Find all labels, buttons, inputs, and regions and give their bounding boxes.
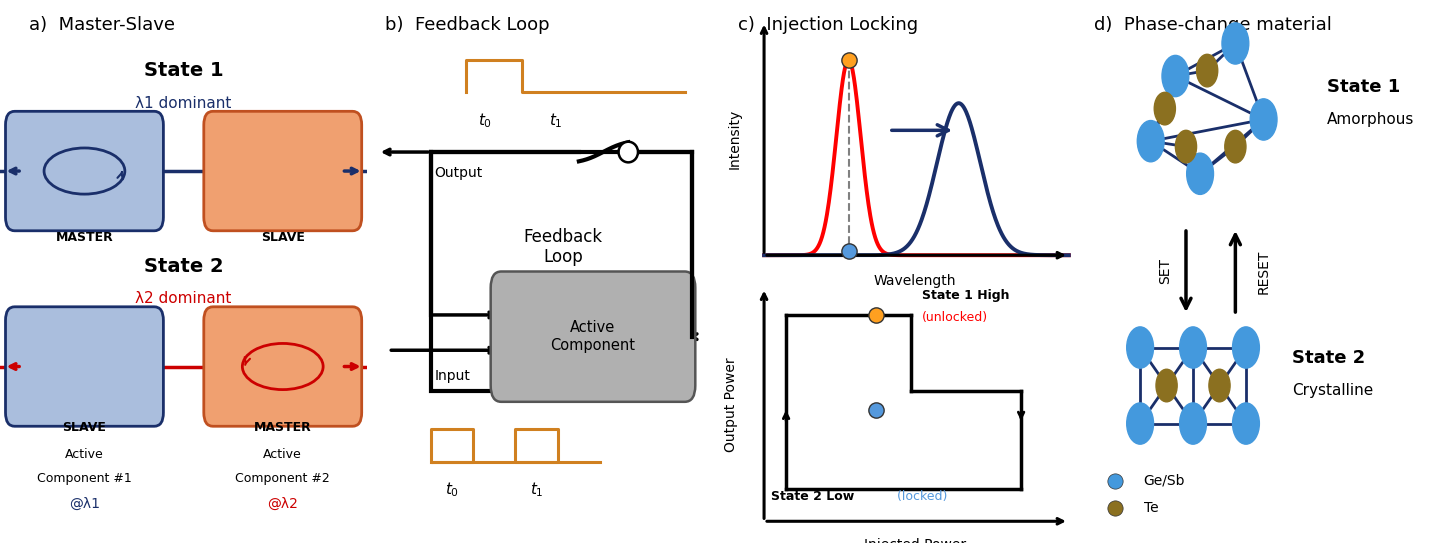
- Circle shape: [1197, 54, 1218, 87]
- Text: Te: Te: [1143, 501, 1158, 515]
- Text: MASTER: MASTER: [56, 231, 114, 244]
- Text: Output: Output: [435, 166, 482, 180]
- Circle shape: [1156, 369, 1176, 402]
- Text: Ge/Sb: Ge/Sb: [1143, 473, 1185, 488]
- Text: Crystalline: Crystalline: [1292, 383, 1374, 399]
- FancyBboxPatch shape: [431, 152, 691, 391]
- Text: Intensity: Intensity: [727, 109, 742, 168]
- Circle shape: [1126, 327, 1153, 368]
- Circle shape: [1187, 153, 1214, 194]
- Circle shape: [1179, 403, 1207, 444]
- Text: @λ1: @λ1: [69, 497, 99, 511]
- Text: MASTER: MASTER: [253, 421, 311, 434]
- Text: (locked): (locked): [893, 490, 948, 503]
- Text: Input: Input: [435, 369, 469, 383]
- Text: c)  Injection Locking: c) Injection Locking: [739, 16, 919, 34]
- Text: State 2: State 2: [144, 257, 223, 275]
- Text: SLAVE: SLAVE: [261, 231, 305, 244]
- Text: Component #1: Component #1: [37, 472, 132, 485]
- Text: $t_1$: $t_1$: [549, 111, 563, 130]
- Text: Amorphous: Amorphous: [1328, 112, 1414, 127]
- Text: Injected Power: Injected Power: [864, 538, 966, 543]
- Text: (unlocked): (unlocked): [922, 311, 988, 324]
- Text: Wavelength: Wavelength: [874, 274, 956, 288]
- Text: $t_0$: $t_0$: [445, 481, 459, 499]
- Text: State 1: State 1: [1328, 78, 1400, 96]
- Text: @λ2: @λ2: [268, 497, 298, 511]
- FancyBboxPatch shape: [6, 307, 163, 426]
- Circle shape: [1155, 92, 1175, 125]
- Text: State 2 Low: State 2 Low: [772, 490, 855, 503]
- Circle shape: [1210, 369, 1230, 402]
- Text: Active: Active: [65, 448, 104, 461]
- Text: Active: Active: [264, 448, 302, 461]
- FancyBboxPatch shape: [6, 111, 163, 231]
- Circle shape: [1126, 403, 1153, 444]
- Circle shape: [1225, 130, 1246, 163]
- Circle shape: [1233, 327, 1260, 368]
- Circle shape: [1175, 130, 1197, 163]
- Circle shape: [1233, 403, 1260, 444]
- Text: Component #2: Component #2: [235, 472, 330, 485]
- Text: Feedback
Loop: Feedback Loop: [524, 228, 602, 267]
- Text: d)  Phase-change material: d) Phase-change material: [1094, 16, 1332, 34]
- Circle shape: [1223, 23, 1248, 64]
- Text: a)  Master-Slave: a) Master-Slave: [29, 16, 176, 34]
- FancyBboxPatch shape: [204, 111, 361, 231]
- Text: SLAVE: SLAVE: [62, 421, 107, 434]
- Text: State 2: State 2: [1292, 349, 1365, 368]
- Text: λ2 dominant: λ2 dominant: [135, 291, 232, 306]
- Text: RESET: RESET: [1257, 249, 1270, 294]
- Text: SET: SET: [1158, 258, 1172, 285]
- Ellipse shape: [619, 142, 638, 162]
- FancyBboxPatch shape: [204, 307, 361, 426]
- Text: λ1 dominant: λ1 dominant: [135, 96, 232, 111]
- Text: $t_1$: $t_1$: [530, 481, 543, 499]
- Circle shape: [1179, 327, 1207, 368]
- Circle shape: [1250, 99, 1277, 140]
- Text: Active
Component: Active Component: [550, 320, 635, 353]
- Text: Output Power: Output Power: [724, 357, 739, 452]
- Text: State 1 High: State 1 High: [922, 289, 1009, 302]
- Circle shape: [1138, 121, 1164, 162]
- FancyBboxPatch shape: [491, 272, 696, 402]
- Text: $t_0$: $t_0$: [478, 111, 492, 130]
- Text: b)  Feedback Loop: b) Feedback Loop: [384, 16, 550, 34]
- Text: State 1: State 1: [144, 61, 223, 80]
- Circle shape: [1162, 55, 1189, 97]
